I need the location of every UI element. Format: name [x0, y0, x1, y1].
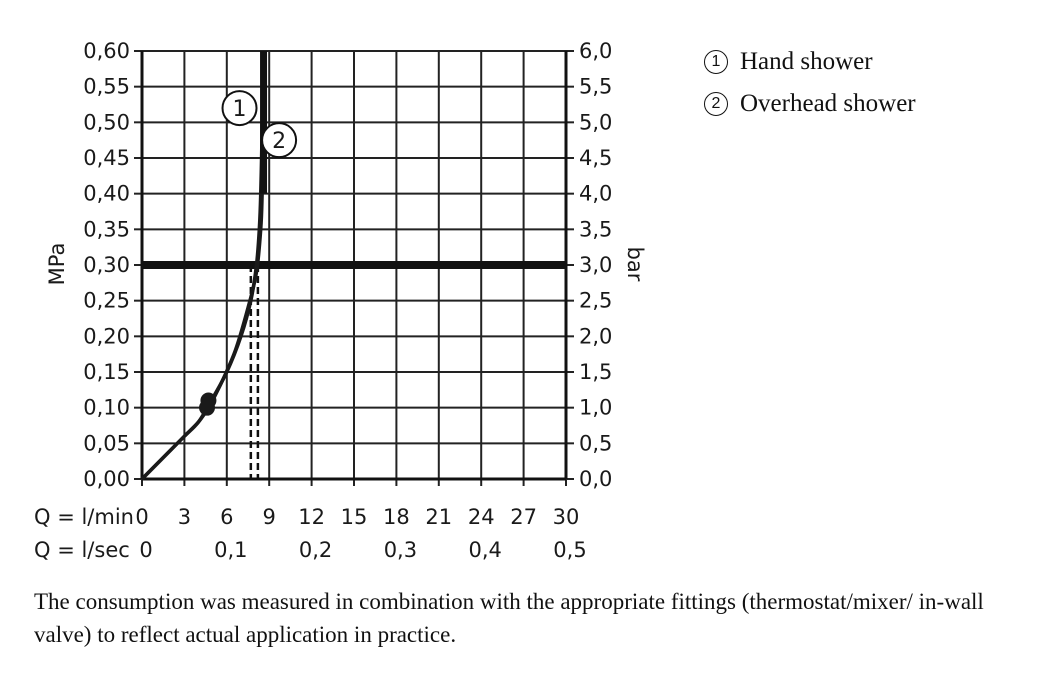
right-tick-label: 1,0: [579, 396, 612, 420]
right-tick-label: 5,0: [579, 110, 612, 134]
legend-number-1: 1: [704, 50, 728, 74]
left-tick-label: 0,45: [83, 146, 130, 170]
legend-label-hand-shower: Hand shower: [740, 48, 873, 75]
legend-number-2: 2: [704, 92, 728, 116]
right-tick-label: 2,5: [579, 289, 612, 313]
right-tick-label: 0,0: [579, 467, 612, 491]
tick-labels: 0 3 6 9 12 15 18 21 24 27 30 0 0,1 0,2 0,3 0,4 0,5 0,00 0,…: [83, 39, 612, 562]
left-tick-label: 0,15: [83, 360, 130, 384]
right-tick-label: 4,0: [579, 182, 612, 206]
right-tick-label: 0,5: [579, 431, 612, 455]
x-tick-label-lsec: 0,4: [468, 538, 501, 562]
legend-label-overhead-shower: Overhead shower: [740, 90, 916, 117]
flow-pressure-chart: 12 0 3 6 9 12 15 18 21 24 27 30 0 0,1 0,2 0,3 0,4 0,5 0,0…: [34, 39, 647, 562]
left-tick-label: 0,10: [83, 396, 130, 420]
x-tick-label-lmin: 30: [553, 505, 580, 529]
curve-markers: 12: [221, 90, 298, 159]
left-tick-label: 0,20: [83, 324, 130, 348]
x-tick-label-lmin: 0: [135, 505, 148, 529]
right-tick-label: 3,5: [579, 217, 612, 241]
curve-marker-number: 1: [233, 97, 247, 122]
left-tick-label: 0,35: [83, 217, 130, 241]
x-tick-label-lmin: 18: [383, 505, 410, 529]
x-tick-label-lsec: 0,2: [299, 538, 332, 562]
legend-item-overhead-shower: 2 Overhead shower: [704, 86, 916, 128]
right-tick-label: 5,5: [579, 75, 612, 99]
x-tick-label-lsec: 0,3: [384, 538, 417, 562]
curve-marker-number: 2: [272, 129, 286, 154]
x-tick-label-lmin: 15: [341, 505, 368, 529]
left-tick-label: 0,05: [83, 431, 130, 455]
right-tick-label: 3,0: [579, 253, 612, 277]
curves: [140, 50, 268, 481]
left-tick-label: 0,40: [83, 182, 130, 206]
left-tick-label: 0,50: [83, 110, 130, 134]
x-tick-label-lsec: 0: [139, 538, 152, 562]
right-tick-label: 1,5: [579, 360, 612, 384]
x-axis-lsec-title: Q = l/sec: [34, 538, 130, 562]
x-axis-lmin-title: Q = l/min: [34, 505, 134, 529]
data-points: [199, 392, 217, 416]
left-tick-label: 0,30: [83, 253, 130, 277]
left-tick-label: 0,00: [83, 467, 130, 491]
x-tick-label-lsec: 0,5: [553, 538, 586, 562]
right-tick-label: 2,0: [579, 324, 612, 348]
left-tick-label: 0,25: [83, 289, 130, 313]
caption: The consumption was measured in combinat…: [34, 589, 984, 647]
right-tick-label: 4,5: [579, 146, 612, 170]
data-point: [199, 399, 216, 416]
left-tick-label: 0,55: [83, 75, 130, 99]
x-tick-label-lmin: 9: [263, 505, 276, 529]
curve-marker-circle: [221, 90, 258, 127]
legend: 1 Hand shower 2 Overhead shower: [704, 44, 916, 128]
x-tick-label-lmin: 12: [298, 505, 325, 529]
x-tick-label-lmin: 3: [178, 505, 191, 529]
curve-marker-circle: [261, 122, 298, 159]
right-axis-title: bar: [623, 247, 647, 282]
x-tick-label-lmin: 6: [220, 505, 233, 529]
x-tick-label-lsec: 0,1: [214, 538, 247, 562]
left-tick-label: 0,60: [83, 39, 130, 63]
left-axis-title: MPa: [45, 243, 69, 286]
x-tick-label-lmin: 27: [510, 505, 537, 529]
x-tick-label-lmin: 21: [425, 505, 452, 529]
x-tick-label-lmin: 24: [468, 505, 495, 529]
legend-item-hand-shower: 1 Hand shower: [704, 44, 916, 86]
right-tick-label: 6,0: [579, 39, 612, 63]
